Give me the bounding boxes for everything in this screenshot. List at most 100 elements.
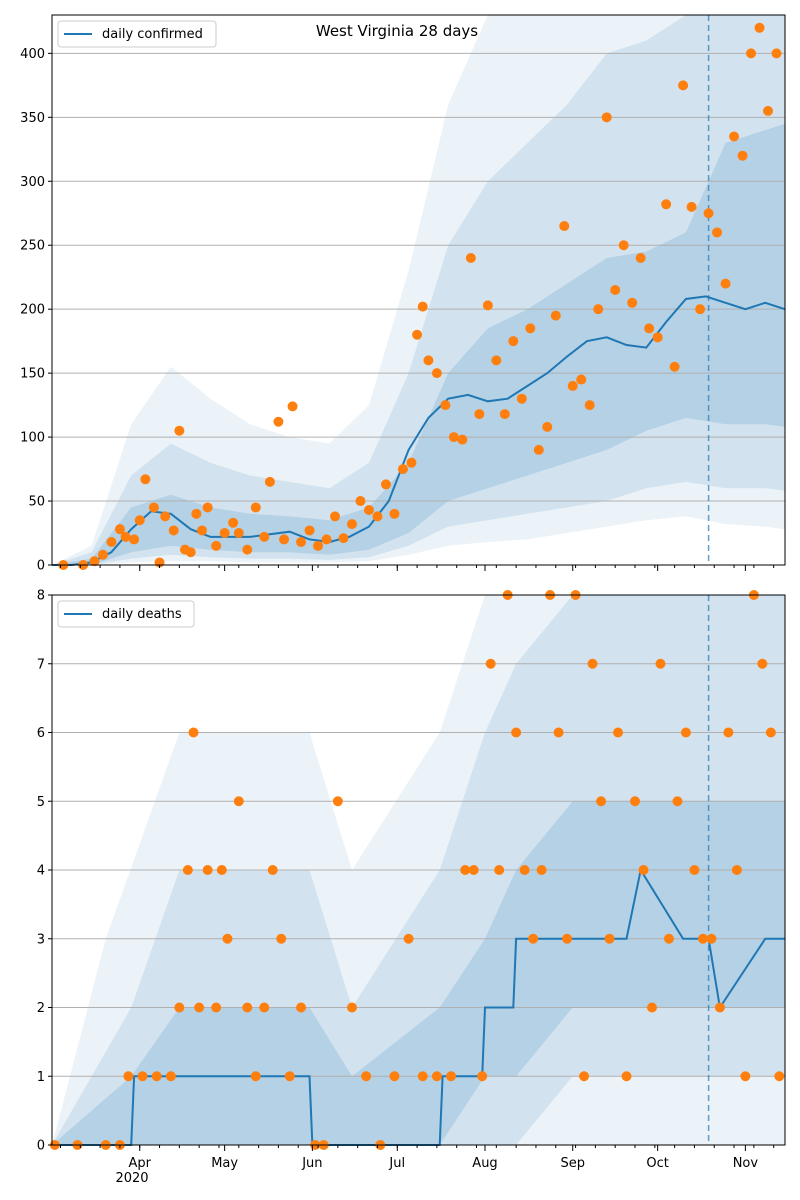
confirmed-observed-point [304,525,315,536]
confirmed-observed-point [228,517,239,528]
deaths-observed-point [403,933,414,944]
confirmed-observed-point [168,525,179,536]
confirmed-observed-point [686,201,697,212]
deaths-observed-point [468,865,479,875]
deaths-observed-point [494,865,505,875]
confirmed-observed-point [754,22,765,33]
confirmed-observed-point [160,511,171,522]
confirmed-observed-point [644,323,655,334]
deaths-observed-point [774,1071,785,1082]
deaths-observed-point [630,796,641,807]
confirmed-observed-point [669,361,680,372]
confirmed-observed-point [372,511,383,522]
confirmed-observed-point [406,457,417,468]
deaths-observed-point [202,865,213,875]
confirmed-y-tick-label: 300 [20,175,45,190]
confirmed-band-0 [52,123,785,565]
deaths-x-ticks: Apr May Jun Jul Aug Sep Oct Nov [59,1145,775,1171]
confirmed-observed-point [593,304,604,315]
deaths-observed-point [460,865,471,875]
deaths-observed-point [553,727,564,738]
confirmed-observed-point [576,374,587,385]
deaths-observed-point [638,865,649,875]
deaths-x-tick-label: Jul [388,1156,405,1171]
deaths-observed-point [165,1071,176,1082]
chart-title: West Virginia 28 days [316,22,478,40]
deaths-x-tick-label: Sep [560,1156,585,1171]
confirmed-observed-point [417,301,428,312]
confirmed-observed-point [380,479,391,490]
confirmed-legend-label: daily confirmed [102,27,203,42]
confirmed-observed-point [296,536,307,547]
deaths-x-tick-label: Oct [646,1156,668,1171]
deaths-observed-point [417,1071,428,1082]
confirmed-legend-box [57,20,217,48]
deaths-observed-point [259,1002,270,1013]
deaths-observed-point [284,1071,295,1082]
deaths-observed-point [242,1002,253,1013]
deaths-observed-point [519,865,530,875]
deaths-observed-point [697,933,708,944]
deaths-observed-point [389,1071,400,1082]
deaths-observed-point [211,1002,222,1013]
deaths-observed-point [740,1071,751,1082]
confirmed-model-line [52,295,786,566]
confirmed-observed-point [516,393,527,404]
confirmed-uncertainty-bands [52,15,785,565]
deaths-observed-point [250,1071,261,1082]
confirmed-observed-point [465,253,476,264]
deaths-observed-point [431,1071,442,1082]
confirmed-observed-point [508,336,519,347]
deaths-observed-point [604,933,615,944]
confirmed-observed-point [97,549,108,560]
deaths-observed-point [182,865,193,875]
deaths-x-tick-label: Nov [733,1156,759,1171]
deaths-observed-point [174,1002,185,1013]
deaths-y-tick-label: 0 [37,1139,45,1154]
confirmed-observed-point [120,531,131,542]
deaths-observed-point [731,865,742,875]
confirmed-observed-point [273,416,284,427]
confirmed-observed-point [550,310,561,321]
confirmed-y-tick-label: 400 [20,47,45,62]
confirmed-observed-point [499,409,510,420]
confirmed-observed-point [202,502,213,513]
deaths-observed-point [267,865,278,875]
deaths-band-0 [52,801,785,1145]
confirmed-observed-point [763,105,774,116]
confirmed-observed-points [58,22,782,570]
deaths-observed-point [361,1071,372,1082]
confirmed-observed-point [729,131,740,142]
deaths-y-tick-label: 7 [37,657,45,672]
confirmed-observed-point [134,515,145,526]
deaths-observed-point [757,658,768,669]
confirmed-observed-point [174,425,185,436]
deaths-y-tick-label: 5 [37,795,45,810]
confirmed-observed-point [279,534,290,545]
confirmed-observed-point [264,476,275,487]
confirmed-observed-point [129,534,140,545]
deaths-y-ticks: 0 1 2 3 4 5 6 7 8 [37,589,52,1154]
confirmed-observed-point [746,48,757,59]
confirmed-observed-point [191,508,202,519]
deaths-observed-point [579,1071,590,1082]
confirmed-y-tick-label: 100 [20,431,45,446]
confirmed-observed-point [330,511,341,522]
confirmed-observed-point [474,409,485,420]
confirmed-observed-point [678,80,689,91]
confirmed-observed-point [457,434,468,445]
deaths-observed-point [562,933,573,944]
confirmed-y-tick-label: 200 [20,303,45,318]
confirmed-observed-point [440,400,451,411]
deaths-observed-point [706,933,717,944]
confirmed-band-2 [52,15,785,565]
confirmed-observed-point [431,368,442,379]
confirmed-observed-point [250,502,261,513]
deaths-legend-label: daily deaths [102,607,182,622]
confirmed-axes-frame [51,14,786,566]
confirmed-observed-point [635,253,646,264]
confirmed-observed-point [412,329,423,340]
confirmed-observed-point [346,519,357,530]
confirmed-observed-point [233,528,244,539]
